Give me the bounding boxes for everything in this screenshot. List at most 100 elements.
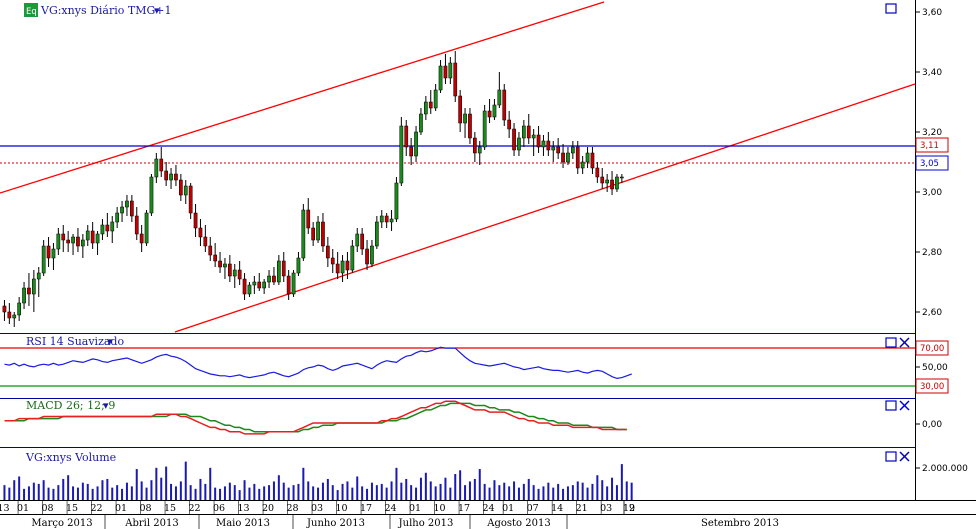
macd-line — [4, 400, 627, 435]
volume-bar — [23, 488, 26, 500]
volume-bar — [272, 481, 275, 500]
volume-bar — [576, 481, 579, 500]
candle — [257, 273, 262, 291]
volume-bar — [434, 486, 437, 500]
price-tick-label: 3,00 — [922, 188, 942, 198]
volume-bar — [62, 478, 65, 500]
candle — [370, 240, 374, 267]
candle — [169, 168, 173, 189]
candle — [2, 300, 7, 321]
candle — [120, 201, 124, 222]
price-axis-ticks: 3,60 3,40 3,20 3,00 2,80 2,60 — [915, 8, 942, 318]
x-day-label: 01 — [502, 503, 514, 514]
volume-bar — [390, 481, 393, 500]
rsi-panel-title[interactable]: RSI 14 Suavizado — [26, 335, 124, 348]
rsi-menu-chevron-icon[interactable]: ▾ — [107, 335, 113, 348]
candle — [95, 231, 100, 255]
volume-bar — [302, 467, 305, 500]
candle — [296, 252, 301, 276]
candle — [590, 147, 595, 174]
volume-bar — [204, 483, 207, 500]
rsi-close-icon[interactable] — [899, 337, 910, 348]
candle — [262, 279, 266, 294]
candle — [12, 312, 17, 327]
volume-bar — [268, 485, 271, 500]
volume-bar — [606, 486, 609, 500]
volume-bar — [42, 480, 45, 500]
volume-bar — [67, 475, 70, 500]
macd-maximize-icon[interactable] — [885, 400, 897, 411]
eq-badge[interactable] — [24, 3, 38, 17]
volume-bar — [522, 483, 525, 500]
volume-bar — [116, 485, 119, 500]
candle — [399, 117, 404, 186]
candle — [360, 228, 364, 255]
volume-panel-title[interactable]: VG:xnys Volume — [25, 451, 116, 464]
candle — [477, 141, 482, 165]
rsi-maximize-icon[interactable] — [885, 337, 897, 348]
candle — [379, 210, 384, 228]
volume-bar — [385, 487, 388, 500]
candle — [237, 261, 242, 285]
price-tag-3-05: 3,05 — [915, 155, 949, 171]
rsi-panel: RSI 14 Suavizado ▾ — [0, 333, 915, 387]
macd-menu-chevron-icon[interactable]: ▾ — [103, 399, 109, 412]
volume-bar — [400, 482, 403, 500]
x-day-label: 24 — [385, 503, 397, 514]
volume-bar — [493, 480, 496, 500]
eq-badge-label: Eq — [26, 7, 37, 17]
candle — [526, 114, 531, 144]
candle — [154, 153, 159, 183]
x-day-label: 24 — [483, 503, 495, 514]
volume-bar — [277, 475, 280, 500]
x-month-label: Junho 2013 — [306, 518, 365, 529]
right-axis: 3,60 3,40 3,20 3,00 2,80 2,60 3,11 3,05 70,00… — [915, 0, 968, 500]
volume-bar — [170, 483, 173, 500]
price-panel-title[interactable]: VG:xnys Diário TMG+1 — [40, 4, 171, 17]
volume-bar — [106, 478, 109, 500]
macd-close-icon[interactable] — [899, 400, 910, 411]
volume-close-icon[interactable] — [899, 451, 910, 462]
volume-bar — [370, 482, 373, 500]
volume-bar — [508, 486, 511, 500]
candle — [51, 243, 56, 270]
candle — [620, 174, 624, 183]
candle — [90, 222, 95, 249]
volume-bar — [361, 486, 364, 500]
macd-panel-title[interactable]: MACD 26; 12; 9 — [26, 399, 115, 412]
candle — [556, 138, 560, 159]
x-day-label: 14 — [551, 503, 563, 514]
chevron-down-icon[interactable]: ▾ — [154, 4, 160, 17]
candle — [252, 276, 257, 294]
volume-bar — [130, 486, 133, 500]
svg-text:30,00: 30,00 — [920, 382, 944, 392]
volume-bar — [194, 488, 197, 500]
candle — [174, 165, 178, 186]
volume-bar — [57, 485, 60, 500]
candle — [7, 303, 12, 324]
candle — [81, 234, 85, 258]
candle — [546, 132, 551, 156]
candle — [164, 162, 169, 186]
candle — [22, 282, 26, 309]
candle — [36, 267, 41, 297]
volume-bar — [72, 486, 75, 500]
candle — [512, 123, 516, 156]
candlestick-series — [2, 51, 624, 327]
volume-bar — [297, 483, 300, 500]
volume-bar — [586, 487, 589, 500]
candle — [208, 237, 213, 261]
candle — [41, 240, 46, 276]
volume-bar — [562, 488, 565, 500]
volume-bar — [287, 487, 290, 500]
x-month-label: Abril 2013 — [124, 518, 178, 529]
volume-bar — [199, 478, 202, 500]
volume-bar — [473, 478, 476, 500]
candle — [404, 120, 409, 156]
x-day-label: 22 — [189, 503, 201, 514]
volume-bar — [219, 488, 222, 500]
volume-bar — [326, 478, 329, 500]
maximize-icon[interactable] — [885, 3, 897, 14]
volume-maximize-icon[interactable] — [885, 451, 897, 462]
